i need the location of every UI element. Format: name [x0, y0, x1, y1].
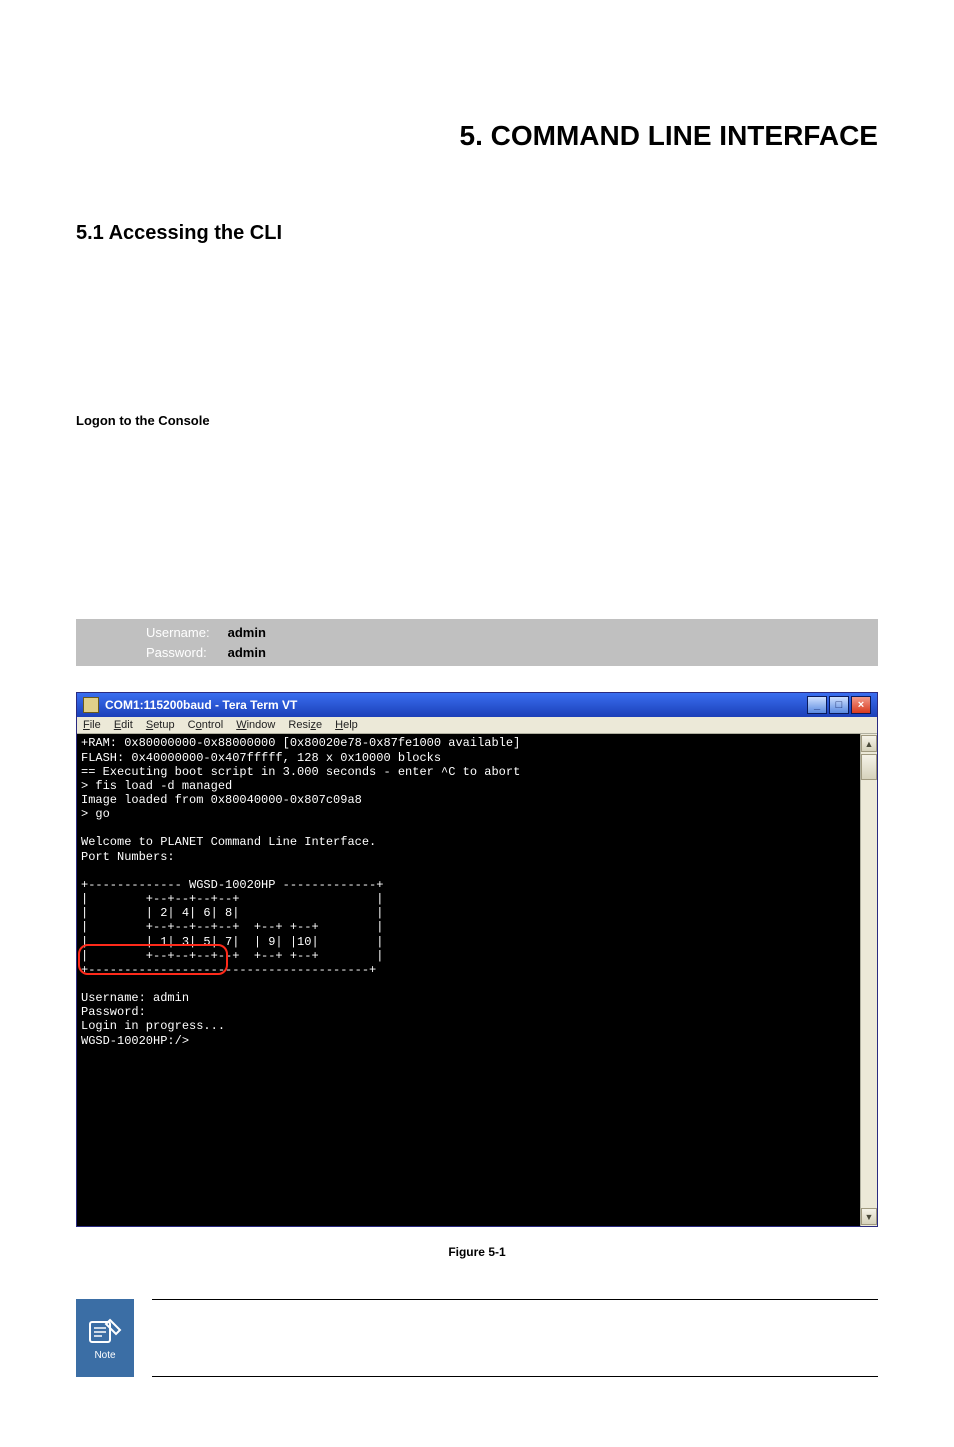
- app-icon: [83, 697, 99, 713]
- window-titlebar: COM1:115200baud - Tera Term VT _ □ ×: [77, 693, 877, 717]
- scrollbar[interactable]: ▲ ▼: [860, 734, 877, 1226]
- note-label: Note: [94, 1350, 115, 1361]
- menu-control[interactable]: Control: [188, 719, 223, 731]
- maximize-button[interactable]: □: [829, 696, 849, 714]
- section-title: 5.1 Accessing the CLI: [76, 222, 878, 245]
- logon-paragraph: Once the terminal has connected to the d…: [76, 452, 878, 595]
- menu-file[interactable]: File: [83, 719, 101, 731]
- credential-highlight-box: [78, 944, 228, 975]
- minimize-button[interactable]: _: [807, 696, 827, 714]
- intro-paragraph: When accessing the management interface …: [76, 275, 878, 389]
- username-value: admin: [228, 625, 266, 640]
- note-icon: Note: [76, 1299, 134, 1377]
- menu-resize[interactable]: Resize: [288, 719, 322, 731]
- menu-window[interactable]: Window: [236, 719, 275, 731]
- credentials-box: Username: admin Password: admin: [76, 619, 878, 666]
- menubar: File Edit Setup Control Window Resize He…: [77, 717, 877, 734]
- password-value: admin: [228, 645, 266, 660]
- terminal-window: COM1:115200baud - Tera Term VT _ □ × Fil…: [76, 692, 878, 1227]
- scroll-up-icon[interactable]: ▲: [861, 735, 877, 752]
- logon-heading: Logon to the Console: [76, 413, 878, 428]
- close-button[interactable]: ×: [851, 696, 871, 714]
- menu-edit[interactable]: Edit: [114, 719, 133, 731]
- scroll-down-icon[interactable]: ▼: [861, 1208, 877, 1225]
- username-label: Username:: [146, 623, 224, 643]
- terminal-output[interactable]: +RAM: 0x80000000-0x88000000 [0x80020e78-…: [77, 734, 860, 1226]
- figure-caption: Figure 5-1: [76, 1245, 878, 1259]
- chapter-title: 5. COMMAND LINE INTERFACE: [76, 120, 878, 152]
- menu-setup[interactable]: Setup: [146, 719, 175, 731]
- window-title: COM1:115200baud - Tera Term VT: [105, 698, 807, 712]
- password-label: Password:: [146, 643, 224, 663]
- menu-help[interactable]: Help: [335, 719, 358, 731]
- note-block: Note 1. For security reason, please chan…: [76, 1299, 878, 1377]
- note-text: 1. For security reason, please change an…: [152, 1299, 878, 1377]
- scroll-thumb[interactable]: [861, 754, 877, 780]
